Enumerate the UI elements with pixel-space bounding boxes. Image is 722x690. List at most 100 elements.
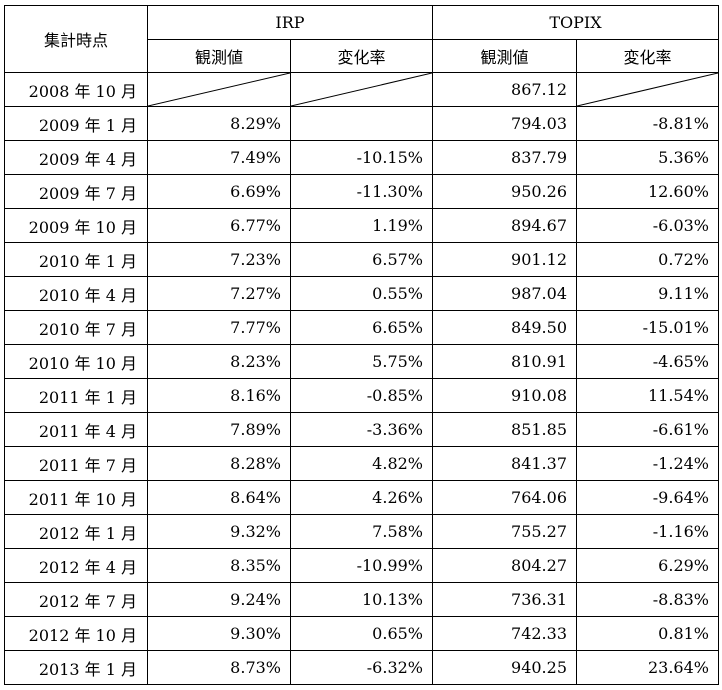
table-row: 2012 年 10 月 9.30% 0.65% 742.33 0.81% — [4, 616, 719, 651]
topix-value-cell: 901.12 — [432, 242, 577, 277]
row-date: 2009 年 10 月 — [4, 208, 148, 243]
row-date: 2012 年 7 月 — [4, 582, 148, 617]
irp-change-cell: -11.30% — [290, 174, 433, 209]
irp-value-cell: 8.28% — [147, 446, 291, 481]
irp-change-cell: -3.36% — [290, 412, 433, 447]
irp-change-cell: 6.65% — [290, 310, 433, 345]
irp-change-cell: 0.55% — [290, 276, 433, 311]
irp-change-cell: 4.26% — [290, 480, 433, 515]
row-date: 2012 年 4 月 — [4, 548, 148, 583]
table-row: 2010 年 7 月 7.77% 6.65% 849.50 -15.01% — [4, 310, 719, 345]
topix-change-cell: 12.60% — [576, 174, 719, 209]
table-row: 2009 年 7 月 6.69% -11.30% 950.26 12.60% — [4, 174, 719, 209]
irp-value-cell: 8.16% — [147, 378, 291, 413]
table-row: 2012 年 4 月 8.35% -10.99% 804.27 6.29% — [4, 548, 719, 583]
irp-value-cell: 9.30% — [147, 616, 291, 651]
row-date: 2009 年 1 月 — [4, 106, 148, 141]
topix-value-cell: 841.37 — [432, 446, 577, 481]
row-date: 2011 年 1 月 — [4, 378, 148, 413]
row-date: 2013 年 1 月 — [4, 650, 148, 685]
irp-change-cell: 7.58% — [290, 514, 433, 549]
irp-change-cell — [290, 106, 433, 141]
irp-value-cell: 8.29% — [147, 106, 291, 141]
row-date: 2011 年 7 月 — [4, 446, 148, 481]
row-date: 2010 年 10 月 — [4, 344, 148, 379]
table-row: 2008 年 10 月 867.12 — [4, 72, 719, 107]
row-date: 2010 年 4 月 — [4, 276, 148, 311]
diagonal-line — [148, 73, 290, 106]
header-row-sub: 観測値 変化率 観測値 変化率 — [5, 39, 719, 73]
sub-header-irp-value: 観測値 — [147, 39, 291, 73]
topix-change-cell: -9.64% — [576, 480, 719, 515]
topix-change-cell: -1.16% — [576, 514, 719, 549]
table-row: 2011 年 7 月 8.28% 4.82% 841.37 -1.24% — [4, 446, 719, 481]
topix-value-cell: 940.25 — [432, 650, 577, 685]
table-row: 2009 年 10 月 6.77% 1.19% 894.67 -6.03% — [4, 208, 719, 243]
irp-change-cell: -10.99% — [290, 548, 433, 583]
table-row: 2011 年 1 月 8.16% -0.85% 910.08 11.54% — [4, 378, 719, 413]
table-row: 2011 年 10 月 8.64% 4.26% 764.06 -9.64% — [4, 480, 719, 515]
row-date: 2009 年 7 月 — [4, 174, 148, 209]
row-date: 2008 年 10 月 — [4, 72, 148, 107]
topix-change-cell: -6.61% — [576, 412, 719, 447]
topix-change-cell: 5.36% — [576, 140, 719, 175]
row-date: 2012 年 10 月 — [4, 616, 148, 651]
header-row-groups: 集計時点 IRP TOPIX — [4, 5, 719, 73]
topix-change-cell: -8.83% — [576, 582, 719, 617]
row-date: 2010 年 1 月 — [4, 242, 148, 277]
topix-value-cell: 910.08 — [432, 378, 577, 413]
topix-value-cell: 810.91 — [432, 344, 577, 379]
topix-change-cell: 0.72% — [576, 242, 719, 277]
irp-change-cell — [290, 72, 433, 107]
irp-change-cell: 5.75% — [290, 344, 433, 379]
diagonal-line — [577, 73, 718, 106]
topix-change-cell: -8.81% — [576, 106, 719, 141]
irp-change-cell: 6.57% — [290, 242, 433, 277]
topix-change-cell: -4.65% — [576, 344, 719, 379]
table-row: 2010 年 10 月 8.23% 5.75% 810.91 -4.65% — [4, 344, 719, 379]
table-row: 2009 年 1 月 8.29% 794.03 -8.81% — [4, 106, 719, 141]
topix-value-cell: 987.04 — [432, 276, 577, 311]
irp-change-cell: -10.15% — [290, 140, 433, 175]
irp-value-cell: 6.69% — [147, 174, 291, 209]
irp-change-cell: 10.13% — [290, 582, 433, 617]
topix-change-cell: 0.81% — [576, 616, 719, 651]
topix-value-cell: 794.03 — [432, 106, 577, 141]
topix-value-cell: 851.85 — [432, 412, 577, 447]
row-date: 2011 年 10 月 — [4, 480, 148, 515]
table-body: 2008 年 10 月 867.12 2009 年 1 月 8.29% 794.03 -8… — [4, 72, 719, 685]
irp-value-cell: 8.73% — [147, 650, 291, 685]
table-row: 2010 年 4 月 7.27% 0.55% 987.04 9.11% — [4, 276, 719, 311]
row-date: 2010 年 7 月 — [4, 310, 148, 345]
sub-header-irp-change: 変化率 — [290, 39, 433, 73]
irp-change-cell: 1.19% — [290, 208, 433, 243]
topix-change-cell — [576, 72, 719, 107]
sub-header-topix-change: 変化率 — [576, 39, 719, 73]
diagonal-slash — [291, 73, 432, 106]
table-row: 2009 年 4 月 7.49% -10.15% 837.79 5.36% — [4, 140, 719, 175]
row-date: 2011 年 4 月 — [4, 412, 148, 447]
topix-value-cell: 764.06 — [432, 480, 577, 515]
group-header-topix: TOPIX — [432, 5, 719, 40]
topix-value-cell: 736.31 — [432, 582, 577, 617]
row-date: 2012 年 1 月 — [4, 514, 148, 549]
irp-value-cell: 8.23% — [147, 344, 291, 379]
diagonal-slash — [577, 73, 718, 106]
topix-value-cell: 894.67 — [432, 208, 577, 243]
diagonal-line — [291, 73, 432, 106]
irp-value-cell — [147, 72, 291, 107]
topix-change-cell: -6.03% — [576, 208, 719, 243]
row-date: 2009 年 4 月 — [4, 140, 148, 175]
irp-change-cell: 0.65% — [290, 616, 433, 651]
irp-value-cell: 7.89% — [147, 412, 291, 447]
irp-value-cell: 7.27% — [147, 276, 291, 311]
irp-change-cell: -6.32% — [290, 650, 433, 685]
topix-change-cell: 9.11% — [576, 276, 719, 311]
data-table: 集計時点 IRP TOPIX 観測値 変化率 観測値 変化率 2008 年 10… — [4, 5, 719, 685]
irp-value-cell: 8.64% — [147, 480, 291, 515]
topix-value-cell: 742.33 — [432, 616, 577, 651]
table-row: 2012 年 7 月 9.24% 10.13% 736.31 -8.83% — [4, 582, 719, 617]
irp-value-cell: 8.35% — [147, 548, 291, 583]
topix-value-cell: 849.50 — [432, 310, 577, 345]
irp-value-cell: 9.24% — [147, 582, 291, 617]
